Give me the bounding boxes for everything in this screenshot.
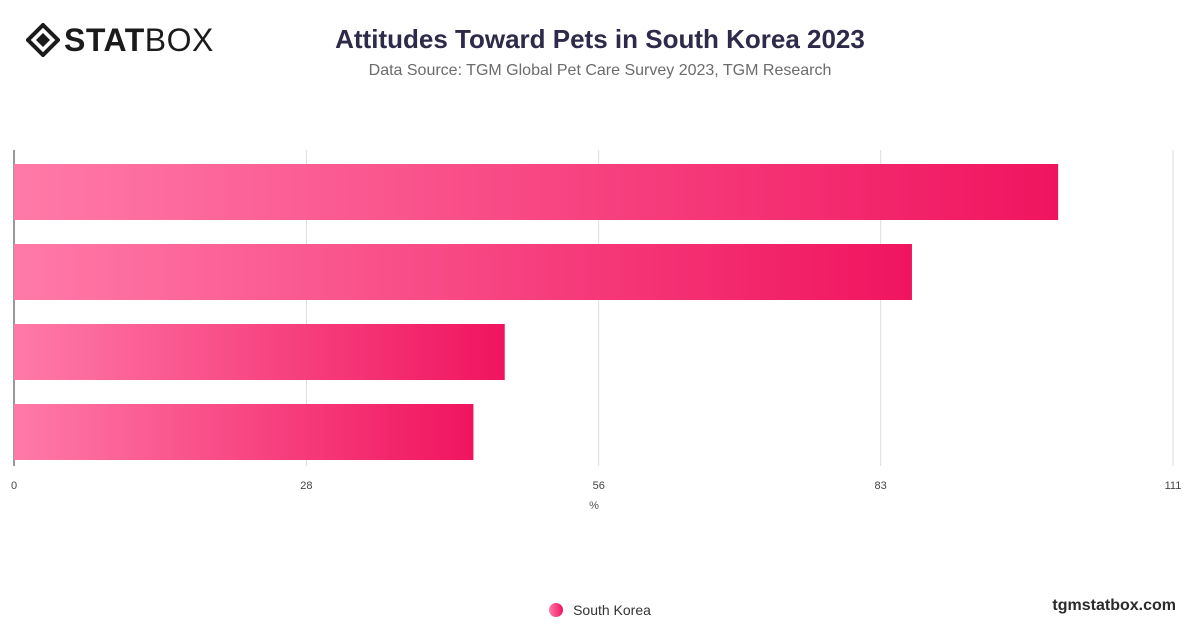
bar-2[interactable]	[14, 244, 912, 300]
legend: South Korea	[0, 602, 1200, 618]
bar-1[interactable]	[14, 164, 1059, 220]
brand-name-part2: BOX	[144, 21, 214, 58]
footer-site: tgmstatbox.com	[1052, 597, 1176, 614]
x-tick-label: 0	[11, 480, 17, 492]
x-tick-label: 111	[1165, 480, 1182, 492]
x-tick-label: 83	[875, 480, 887, 492]
chart-title: Attitudes Toward Pets in South Korea 202…	[335, 24, 865, 54]
x-tick-label: 56	[593, 480, 605, 492]
brand-name: STAT BOX	[64, 22, 214, 59]
bar-4[interactable]	[14, 404, 474, 460]
x-tick-label: 28	[300, 480, 312, 492]
legend-swatch	[549, 603, 564, 617]
brand-name-part1: STAT	[64, 21, 145, 58]
bar-3[interactable]	[14, 324, 505, 380]
x-axis-title: %	[589, 500, 599, 512]
legend-label: South Korea	[573, 602, 651, 618]
statbox-logo: STAT BOX	[26, 22, 214, 58]
diamond-logo-icon	[26, 23, 60, 57]
chart-subtitle: Data Source: TGM Global Pet Care Survey …	[368, 62, 832, 79]
